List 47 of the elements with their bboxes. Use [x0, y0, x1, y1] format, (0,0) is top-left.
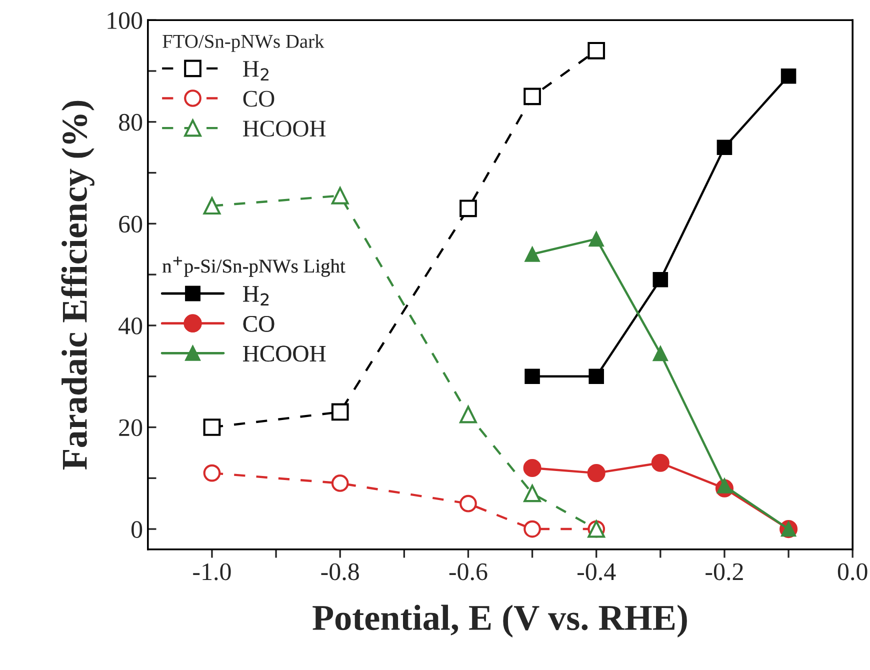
- legend-label: HCOOH: [243, 346, 326, 362]
- y-tick-label: 0: [131, 521, 142, 538]
- x-tick-label: -0.8: [321, 563, 359, 580]
- point: [588, 368, 604, 384]
- point: [524, 368, 540, 384]
- y-tick-label: 100: [108, 12, 142, 30]
- x-axis-title: Potential, E (V vs. RHE): [312, 604, 687, 638]
- annotation: n$^{+}$p-Si/Sn-pNWs Light: [162, 256, 346, 277]
- x-tick-label: -0.6: [449, 563, 488, 580]
- legend-label: CO: [243, 90, 274, 107]
- point: [716, 140, 732, 155]
- y-tick-label: 20: [119, 419, 142, 436]
- point: [203, 418, 221, 436]
- x-tick-label: -0.4: [577, 563, 616, 580]
- point: [652, 272, 668, 288]
- point: [780, 68, 796, 84]
- point: [460, 406, 477, 424]
- point: [331, 403, 349, 421]
- annotation: FTO/Sn-pNWs Dark: [162, 34, 324, 52]
- point: [331, 474, 349, 492]
- point: [460, 494, 477, 512]
- point: [524, 246, 540, 262]
- y-axis-title: Faradaic Efficiency (%): [61, 100, 94, 470]
- point: [588, 231, 604, 247]
- point: [524, 88, 541, 106]
- point: [652, 346, 668, 362]
- x-tick-label: -1.0: [193, 563, 231, 580]
- x-tick-label: -0.2: [706, 563, 743, 580]
- legend-label: H$_{2}$: [243, 61, 268, 80]
- point: [651, 454, 670, 472]
- point: [588, 42, 606, 60]
- x-tick-label: 0.0: [838, 563, 868, 580]
- point: [203, 464, 221, 482]
- legend-label: H$_{2}$: [243, 286, 268, 306]
- point: [460, 200, 477, 218]
- point: [523, 458, 542, 477]
- point: [331, 187, 349, 204]
- y-tick-label: 80: [118, 114, 142, 131]
- legend-label: HCOOH: [243, 120, 326, 137]
- point: [203, 197, 221, 215]
- point: [716, 478, 732, 494]
- point: [524, 520, 541, 538]
- point: [587, 464, 606, 482]
- y-tick-label: 40: [118, 318, 142, 334]
- y-tick-label: 60: [119, 216, 142, 233]
- legend-label: CO: [243, 316, 274, 332]
- point: [524, 484, 541, 502]
